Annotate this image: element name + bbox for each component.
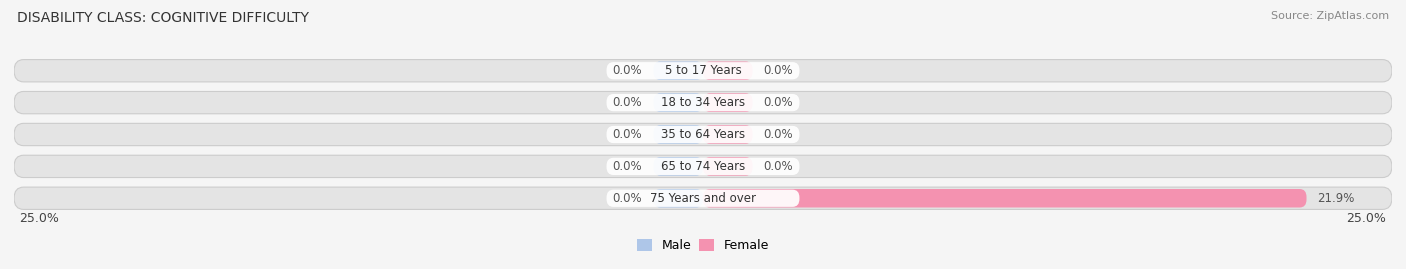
- FancyBboxPatch shape: [654, 125, 703, 144]
- Text: 21.9%: 21.9%: [1317, 192, 1355, 205]
- FancyBboxPatch shape: [703, 93, 752, 112]
- Text: Source: ZipAtlas.com: Source: ZipAtlas.com: [1271, 11, 1389, 21]
- FancyBboxPatch shape: [606, 126, 800, 143]
- Text: 0.0%: 0.0%: [763, 96, 793, 109]
- FancyBboxPatch shape: [14, 187, 1392, 210]
- Legend: Male, Female: Male, Female: [637, 239, 769, 252]
- FancyBboxPatch shape: [606, 158, 800, 175]
- Text: DISABILITY CLASS: COGNITIVE DIFFICULTY: DISABILITY CLASS: COGNITIVE DIFFICULTY: [17, 11, 309, 25]
- FancyBboxPatch shape: [654, 189, 703, 207]
- FancyBboxPatch shape: [606, 190, 800, 207]
- Text: 0.0%: 0.0%: [613, 64, 643, 77]
- FancyBboxPatch shape: [703, 125, 752, 144]
- Text: 18 to 34 Years: 18 to 34 Years: [661, 96, 745, 109]
- Text: 0.0%: 0.0%: [763, 128, 793, 141]
- Text: 0.0%: 0.0%: [763, 64, 793, 77]
- Text: 75 Years and over: 75 Years and over: [650, 192, 756, 205]
- Text: 25.0%: 25.0%: [20, 211, 59, 225]
- FancyBboxPatch shape: [14, 155, 1392, 178]
- FancyBboxPatch shape: [14, 123, 1392, 146]
- Text: 0.0%: 0.0%: [613, 128, 643, 141]
- FancyBboxPatch shape: [606, 94, 800, 111]
- FancyBboxPatch shape: [654, 93, 703, 112]
- FancyBboxPatch shape: [14, 59, 1392, 82]
- FancyBboxPatch shape: [703, 189, 1306, 207]
- FancyBboxPatch shape: [703, 157, 752, 176]
- FancyBboxPatch shape: [14, 91, 1392, 114]
- Text: 0.0%: 0.0%: [613, 192, 643, 205]
- Text: 5 to 17 Years: 5 to 17 Years: [665, 64, 741, 77]
- Text: 0.0%: 0.0%: [763, 160, 793, 173]
- Text: 0.0%: 0.0%: [613, 96, 643, 109]
- FancyBboxPatch shape: [606, 62, 800, 79]
- Text: 65 to 74 Years: 65 to 74 Years: [661, 160, 745, 173]
- Text: 25.0%: 25.0%: [1347, 211, 1386, 225]
- FancyBboxPatch shape: [703, 62, 752, 80]
- Text: 35 to 64 Years: 35 to 64 Years: [661, 128, 745, 141]
- Text: 0.0%: 0.0%: [613, 160, 643, 173]
- FancyBboxPatch shape: [654, 157, 703, 176]
- FancyBboxPatch shape: [654, 62, 703, 80]
